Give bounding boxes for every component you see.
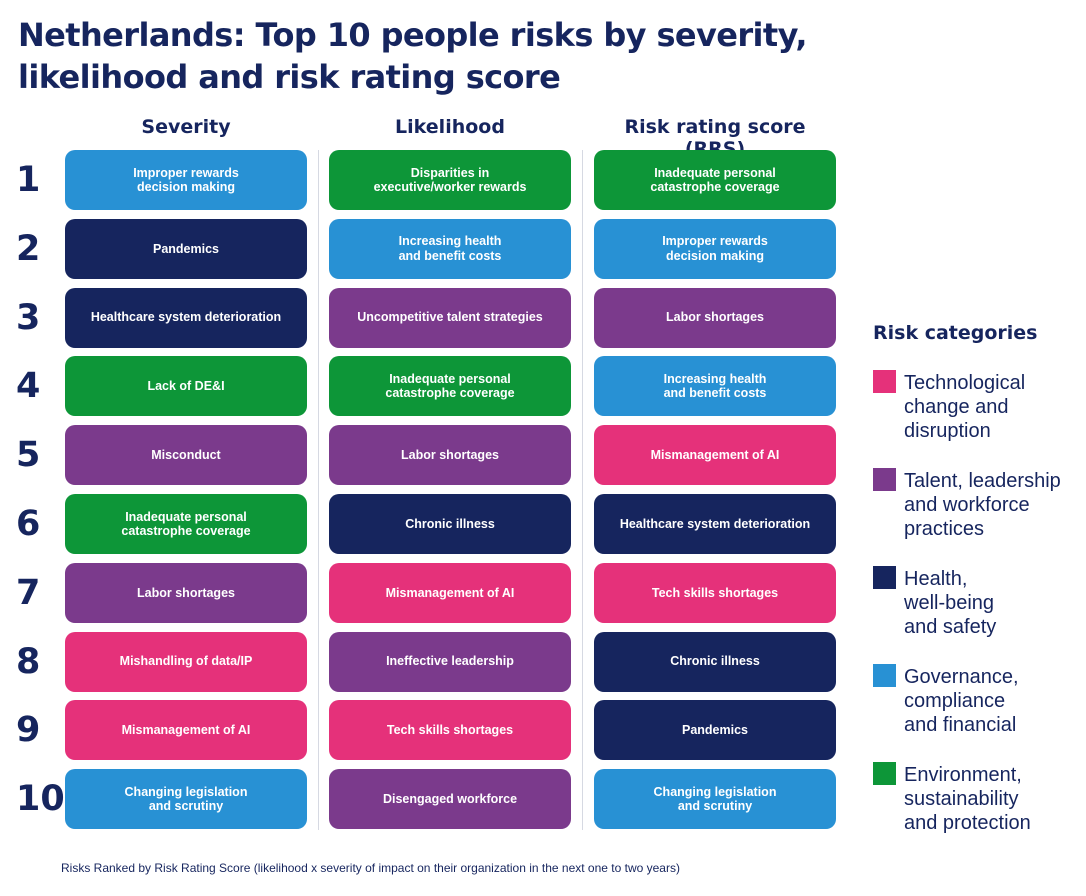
- rank-number: 1: [16, 160, 41, 200]
- column-header-severity: Severity: [141, 116, 231, 138]
- legend-swatch: [873, 468, 896, 491]
- legend-swatch: [873, 664, 896, 687]
- legend-label: Talent, leadership and workforce practic…: [904, 470, 1061, 540]
- risk-box-rrs: Pandemics: [594, 700, 836, 761]
- rank-number: 5: [16, 435, 41, 476]
- risk-box-likelihood: Labor shortages: [329, 425, 571, 486]
- rank-number: 7: [16, 572, 41, 613]
- risk-box-rrs: Mismanagement of AI: [594, 425, 836, 486]
- legend-title: Risk categories: [873, 322, 1038, 344]
- legend-swatch: [873, 762, 896, 785]
- risk-box-rrs: Labor shortages: [594, 287, 836, 348]
- risk-box-severity: Mismanagement of AI: [65, 700, 307, 761]
- risk-box-severity: Labor shortages: [65, 562, 307, 623]
- risk-box-likelihood: Ineffective leadership: [329, 631, 571, 692]
- risk-box-rrs: Changing legislation and scrutiny: [594, 769, 836, 830]
- rank-number: 10: [16, 779, 65, 820]
- risk-box-likelihood: Disparities in executive/worker rewards: [329, 150, 571, 210]
- footnote: Risks Ranked by Risk Rating Score (likel…: [61, 861, 680, 875]
- risk-box-rrs: Healthcare system deterioration: [594, 494, 836, 554]
- risk-box-severity: Improper rewards decision making: [65, 150, 307, 210]
- rank-number: 4: [16, 366, 41, 407]
- column-header-likelihood: Likelihood: [395, 116, 505, 138]
- risk-box-severity: Lack of DE&I: [65, 356, 307, 417]
- rank-number: 9: [16, 710, 41, 751]
- risk-box-likelihood: Chronic illness: [329, 494, 571, 554]
- legend-label: Health, well-being and safety: [904, 568, 997, 638]
- risk-box-severity: Pandemics: [65, 218, 307, 279]
- column-divider: [582, 150, 583, 830]
- risk-box-severity: Healthcare system deterioration: [65, 287, 307, 348]
- risk-box-likelihood: Increasing health and benefit costs: [329, 218, 571, 279]
- risk-box-severity: Changing legislation and scrutiny: [65, 769, 307, 830]
- risk-box-severity: Inadequate personal catastrophe coverage: [65, 494, 307, 554]
- risk-box-rrs: Increasing health and benefit costs: [594, 356, 836, 417]
- legend-swatch: [873, 370, 896, 393]
- risk-box-rrs: Improper rewards decision making: [594, 218, 836, 279]
- page-title: Netherlands: Top 10 people risks by seve…: [18, 16, 808, 96]
- risk-box-likelihood: Uncompetitive talent strategies: [329, 287, 571, 348]
- rank-number: 8: [16, 641, 41, 682]
- risk-box-rrs: Chronic illness: [594, 631, 836, 692]
- legend-label: Technological change and disruption: [904, 372, 1026, 442]
- risk-box-likelihood: Inadequate personal catastrophe coverage: [329, 356, 571, 417]
- risk-box-severity: Mishandling of data/IP: [65, 631, 307, 692]
- rank-number: 6: [16, 504, 41, 544]
- risk-box-likelihood: Disengaged workforce: [329, 769, 571, 830]
- legend-swatch: [873, 566, 896, 589]
- legend-label: Governance, compliance and financial: [904, 666, 1019, 736]
- rank-number: 2: [16, 228, 41, 269]
- risk-box-likelihood: Tech skills shortages: [329, 700, 571, 761]
- risk-box-likelihood: Mismanagement of AI: [329, 562, 571, 623]
- risk-box-rrs: Inadequate personal catastrophe coverage: [594, 150, 836, 210]
- column-divider: [318, 150, 319, 830]
- legend-label: Environment, sustainability and protecti…: [904, 764, 1031, 834]
- risk-box-severity: Misconduct: [65, 425, 307, 486]
- risk-box-rrs: Tech skills shortages: [594, 562, 836, 623]
- rank-number: 3: [16, 297, 41, 338]
